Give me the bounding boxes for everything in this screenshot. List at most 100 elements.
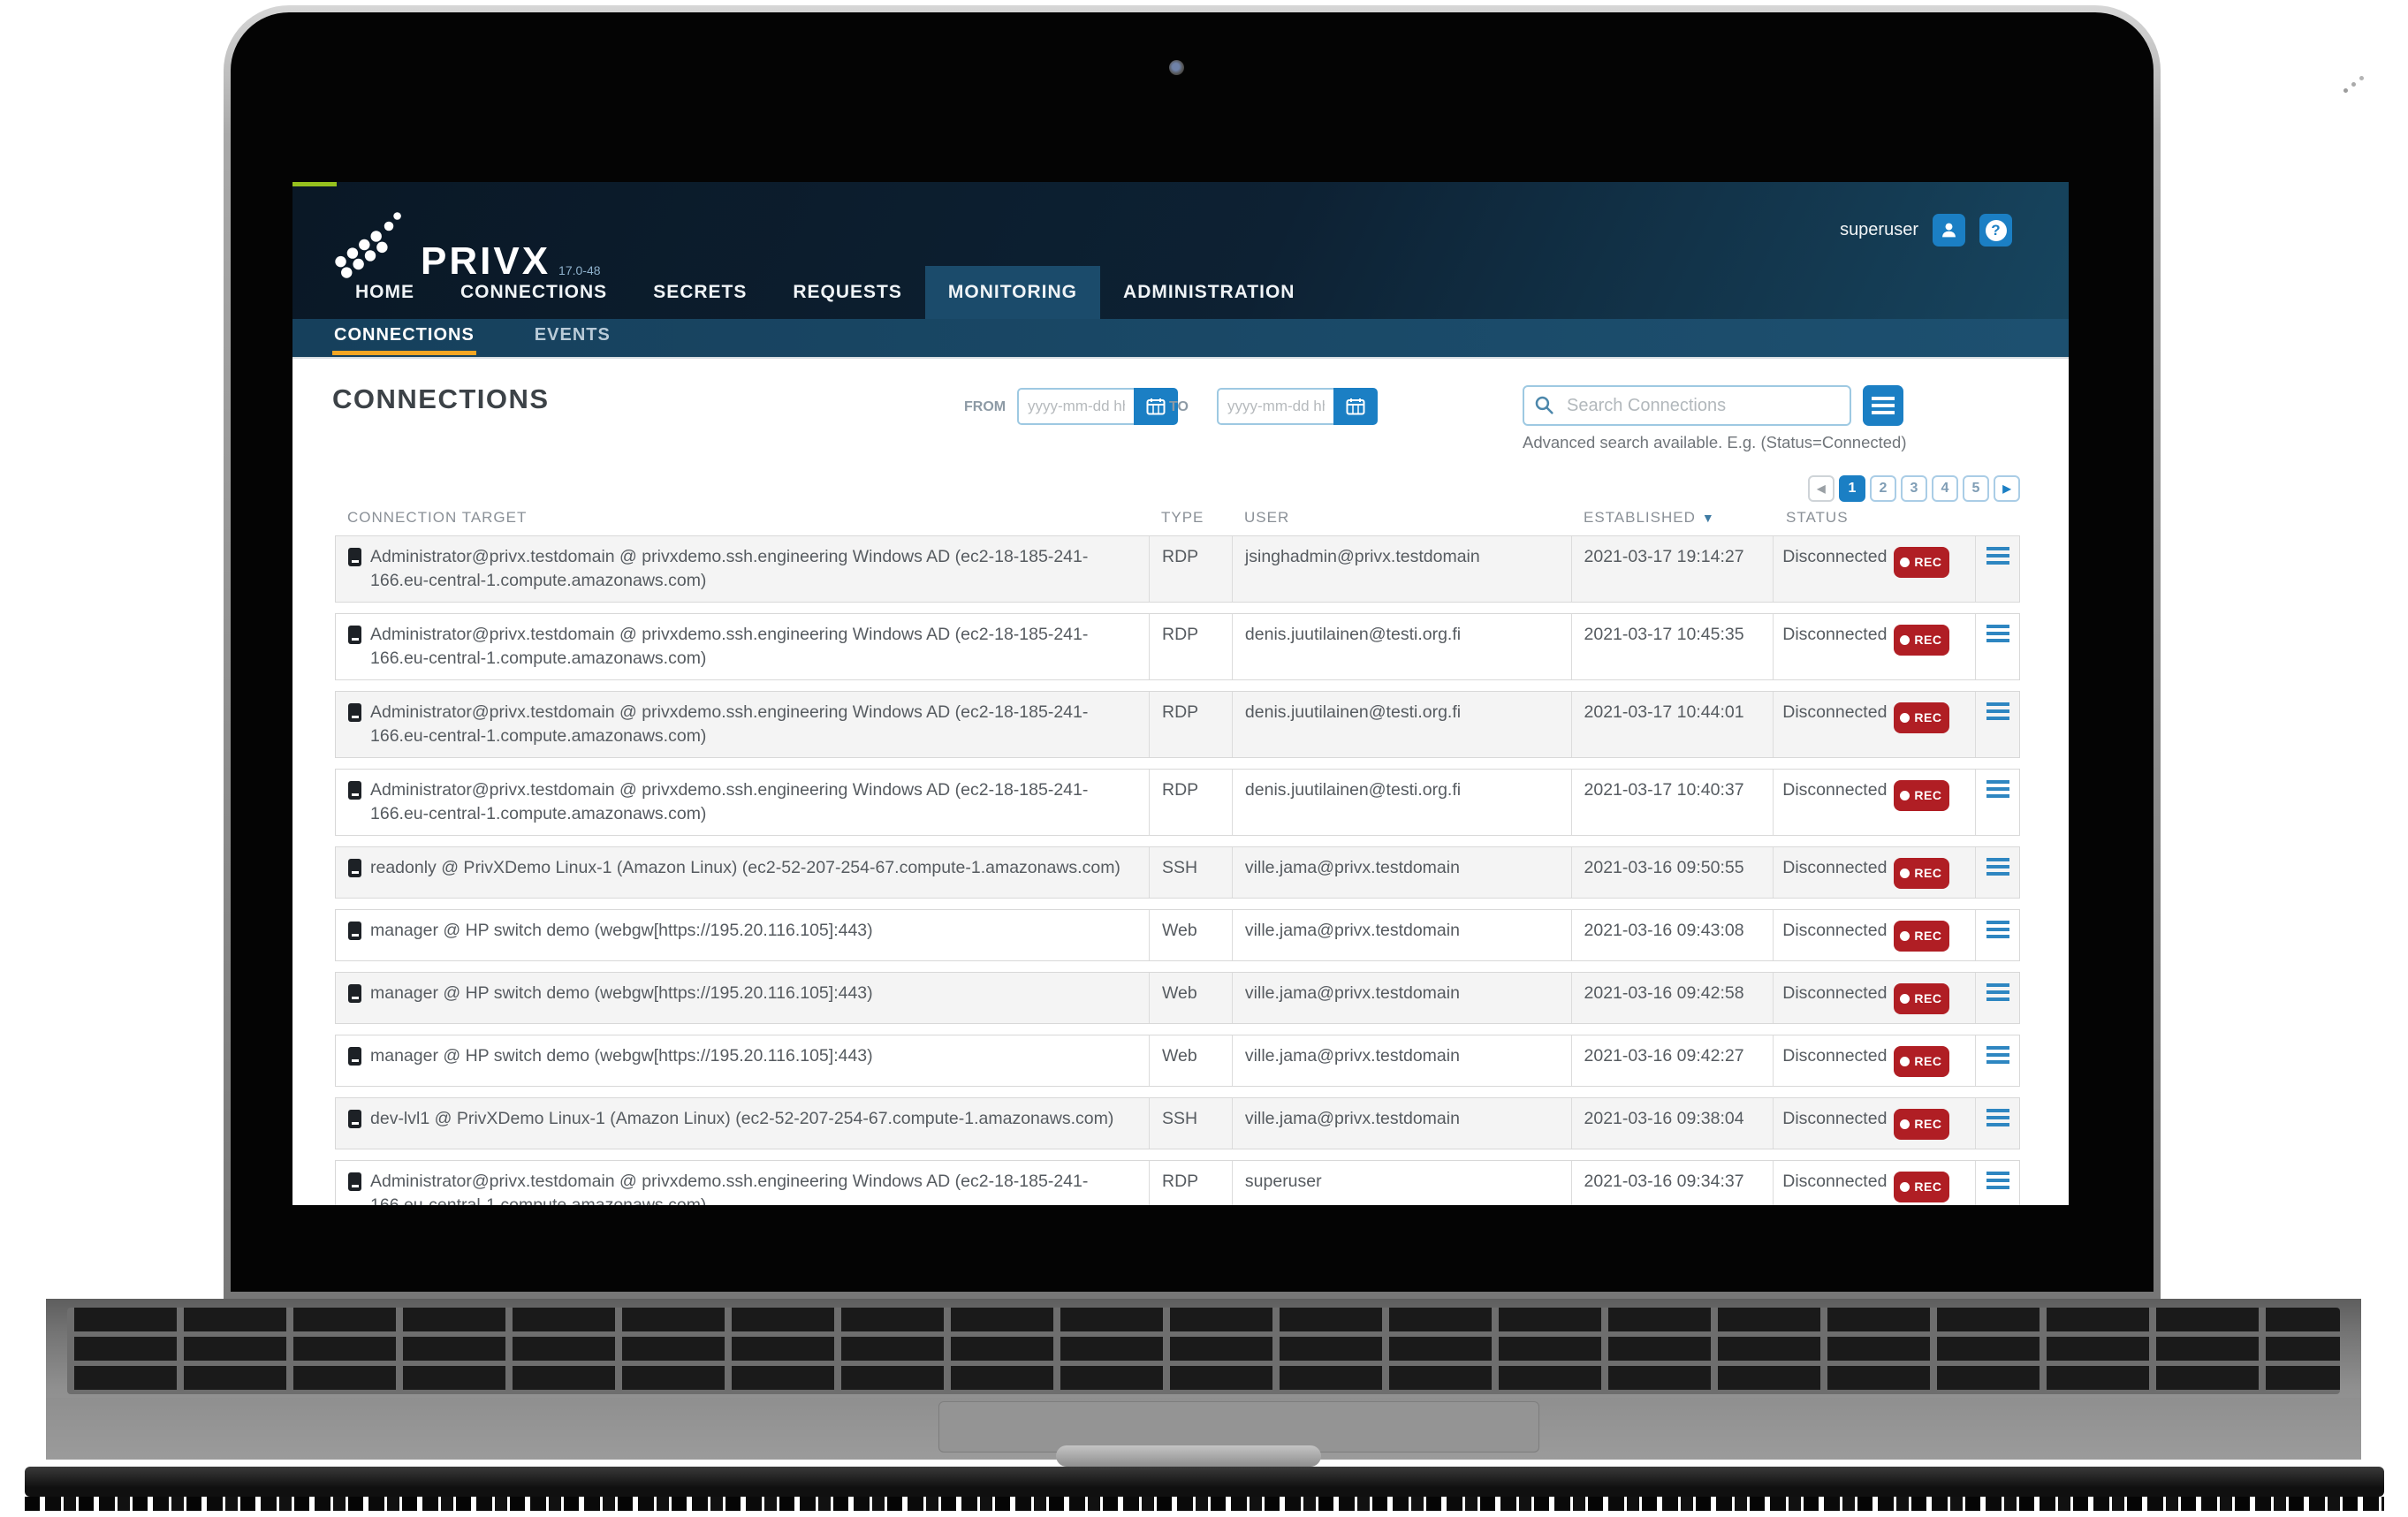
privx-app-window: PRIVX 17.0-48 superuser ? (292, 182, 2069, 1205)
row-menu-icon[interactable] (1986, 1172, 2009, 1189)
laptop-lid-notch (1056, 1445, 1321, 1467)
row-menu-icon[interactable] (1986, 625, 2009, 642)
connection-established: 2021-03-16 09:34:37 (1570, 1161, 1774, 1205)
col-header-status[interactable]: STATUS (1786, 509, 1849, 526)
connection-type: RDP (1148, 770, 1232, 835)
connection-target: Administrator@privx.testdomain @ privxde… (370, 625, 1089, 668)
rec-badge: REC (1894, 547, 1950, 578)
brand: PRIVX 17.0-48 (332, 209, 601, 281)
nav-item-requests[interactable]: REQUESTS (793, 282, 902, 302)
pagination: ◀ 1 2 3 4 5 ▶ (1808, 475, 2020, 502)
row-menu-icon[interactable] (1986, 983, 2009, 1001)
table-row[interactable]: Administrator@privx.testdomain @ privxde… (335, 613, 2020, 680)
connections-table: CONNECTION TARGET TYPE USER ESTABLISHED ▼… (335, 509, 2020, 1205)
connection-type: Web (1148, 910, 1232, 960)
connection-type: SSH (1148, 1098, 1232, 1149)
subnav-item-events[interactable]: EVENTS (534, 324, 611, 345)
pagination-page-2[interactable]: 2 (1870, 475, 1896, 502)
sort-desc-icon: ▼ (1701, 511, 1715, 525)
brand-name: PRIVX (421, 239, 551, 283)
laptop-base (46, 1299, 2361, 1460)
pagination-page-1[interactable]: 1 (1839, 475, 1865, 502)
table-row[interactable]: Administrator@privx.testdomain @ privxde… (335, 769, 2020, 836)
row-menu-icon[interactable] (1986, 1046, 2009, 1064)
host-icon (348, 859, 361, 877)
connection-established: 2021-03-17 10:40:37 (1570, 770, 1774, 835)
nav-item-connections[interactable]: CONNECTIONS (460, 282, 608, 302)
connection-type: RDP (1148, 614, 1232, 679)
subnav-item-connections[interactable]: CONNECTIONS (332, 322, 476, 355)
date-to-calendar-button[interactable] (1333, 388, 1378, 425)
user-profile-button[interactable] (1933, 214, 1965, 247)
page-title: CONNECTIONS (332, 383, 550, 414)
row-menu-icon[interactable] (1986, 702, 2009, 720)
to-label: TO (1169, 399, 1189, 414)
brand-version: 17.0-48 (558, 263, 601, 277)
row-menu-icon[interactable] (1986, 921, 2009, 938)
nav-item-home[interactable]: HOME (355, 282, 414, 302)
from-label: FROM (964, 399, 1006, 414)
table-row[interactable]: manager @ HP switch demo (webgw[https://… (335, 972, 2020, 1024)
date-from-input[interactable] (1017, 388, 1134, 425)
calendar-icon (1346, 398, 1365, 415)
connection-user: ville.jama@privx.testdomain (1231, 910, 1571, 960)
table-row[interactable]: Administrator@privx.testdomain @ privxde… (335, 535, 2020, 603)
status-text: Disconnected (1782, 1109, 1888, 1128)
date-to-input[interactable] (1217, 388, 1333, 425)
calendar-icon (1146, 398, 1166, 415)
connection-type: SSH (1148, 847, 1232, 898)
date-from-calendar-button[interactable] (1134, 388, 1178, 425)
table-row[interactable]: Administrator@privx.testdomain @ privxde… (335, 1160, 2020, 1205)
table-row[interactable]: dev-lvl1 @ PrivXDemo Linux-1 (Amazon Lin… (335, 1097, 2020, 1149)
nav-item-secrets[interactable]: SECRETS (653, 282, 748, 302)
connection-user: superuser (1231, 1161, 1571, 1205)
connection-target: manager @ HP switch demo (webgw[https://… (370, 983, 873, 1003)
rec-badge: REC (1894, 921, 1950, 952)
connection-user: jsinghadmin@privx.testdomain (1231, 536, 1571, 602)
main-nav: HOME CONNECTIONS SECRETS REQUESTS MONITO… (332, 266, 1318, 319)
col-header-user[interactable]: USER (1244, 509, 1290, 526)
next-icon: ▶ (2002, 482, 2011, 495)
rec-badge: REC (1894, 780, 1950, 811)
connection-target: Administrator@privx.testdomain @ privxde… (370, 780, 1089, 823)
search-input[interactable] (1523, 385, 1851, 426)
status-text: Disconnected (1782, 702, 1888, 722)
privx-logo-icon (335, 212, 401, 278)
connection-established: 2021-03-16 09:42:27 (1570, 1035, 1774, 1086)
status-text: Disconnected (1782, 858, 1888, 877)
pagination-page-3[interactable]: 3 (1901, 475, 1927, 502)
rec-badge: REC (1894, 625, 1950, 656)
connection-established: 2021-03-17 10:45:35 (1570, 614, 1774, 679)
rec-badge: REC (1894, 1046, 1950, 1077)
connection-type: RDP (1148, 692, 1232, 757)
row-menu-icon[interactable] (1986, 858, 2009, 876)
search-icon (1535, 396, 1553, 414)
nav-item-monitoring[interactable]: MONITORING (924, 266, 1101, 319)
col-header-connection-target[interactable]: CONNECTION TARGET (347, 509, 528, 526)
search-options-button[interactable] (1863, 385, 1903, 426)
image-artifact-dots (2343, 88, 2348, 93)
help-button[interactable]: ? (1979, 214, 2012, 247)
row-menu-icon[interactable] (1986, 1109, 2009, 1126)
col-header-type[interactable]: TYPE (1161, 509, 1204, 526)
table-row[interactable]: manager @ HP switch demo (webgw[https://… (335, 1035, 2020, 1087)
row-menu-icon[interactable] (1986, 780, 2009, 798)
pagination-prev-button[interactable]: ◀ (1808, 475, 1834, 502)
connection-established: 2021-03-16 09:38:04 (1570, 1098, 1774, 1149)
table-row[interactable]: manager @ HP switch demo (webgw[https://… (335, 909, 2020, 961)
pagination-page-5[interactable]: 5 (1963, 475, 1989, 502)
rec-dot-icon (1900, 557, 1910, 567)
col-header-established[interactable]: ESTABLISHED ▼ (1584, 509, 1715, 526)
prev-icon: ◀ (1817, 482, 1826, 495)
row-menu-icon[interactable] (1986, 547, 2009, 565)
nav-item-administration[interactable]: ADMINISTRATION (1123, 282, 1295, 302)
host-icon (348, 984, 361, 1003)
rec-dot-icon (1900, 994, 1910, 1004)
pagination-page-4[interactable]: 4 (1932, 475, 1958, 502)
table-row[interactable]: Administrator@privx.testdomain @ privxde… (335, 691, 2020, 758)
table-row[interactable]: readonly @ PrivXDemo Linux-1 (Amazon Lin… (335, 846, 2020, 899)
connection-target: Administrator@privx.testdomain @ privxde… (370, 1172, 1089, 1205)
pagination-next-button[interactable]: ▶ (1994, 475, 2020, 502)
connection-user: denis.juutilainen@testi.org.fi (1231, 614, 1571, 679)
